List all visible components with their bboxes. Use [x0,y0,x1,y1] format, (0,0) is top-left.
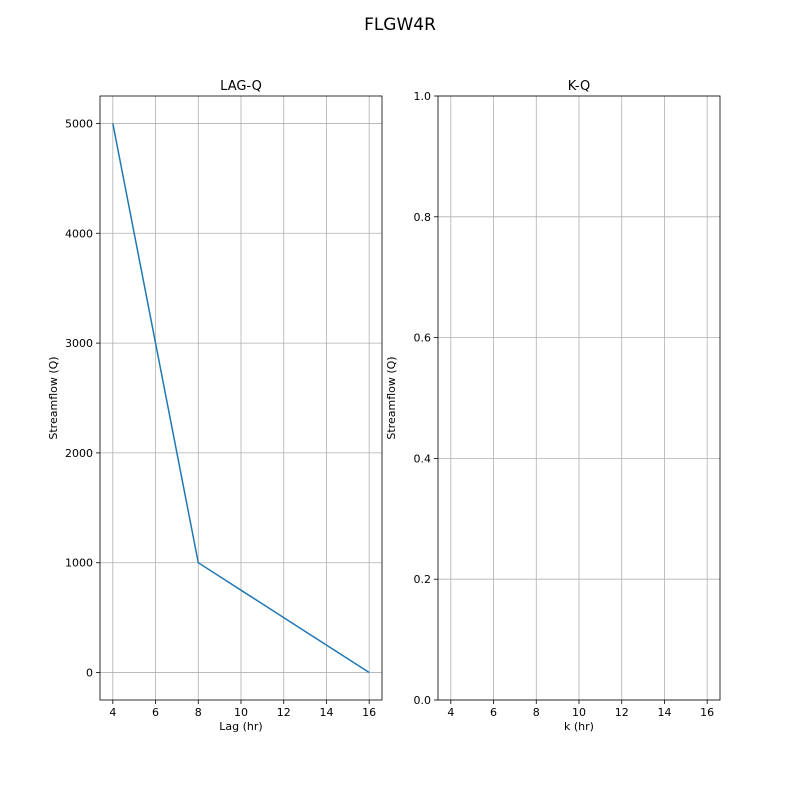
y-tick-label: 5000 [65,117,93,130]
x-tick-label: 12 [615,706,629,719]
k-q-chart: 4 6 8 10 12 14 16 0.0 0.2 0.4 0.6 0.8 1.0 K-Q k (hr) St… [385,79,721,733]
chart-title: LAG-Q [220,79,262,94]
x-tick-label: 8 [533,706,540,719]
x-tick-label: 4 [447,706,454,719]
series-line [112,123,370,674]
x-tick-label: 10 [572,706,586,719]
x-axis-label: k (hr) [564,720,594,733]
y-axis-label: Streamflow (Q) [385,356,398,439]
y-tick-label: 1.0 [414,90,432,103]
y-tick-label: 3000 [65,337,93,350]
figure-title: FLGW4R [364,15,436,35]
x-tick-label: 12 [277,706,291,719]
x-tick-label: 4 [109,706,116,719]
lag-q-chart: 4 6 8 10 12 14 16 0 1000 2000 3000 4000 5000 LAG-Q Lag… [47,79,383,733]
y-tick-label: 4000 [65,227,93,240]
x-tick-label: 14 [657,706,671,719]
y-tick-label: 2000 [65,447,93,460]
x-tick-label: 6 [490,706,497,719]
x-tick-label: 6 [152,706,159,719]
y-tick-label: 0 [86,667,93,680]
y-tick-label: 0.2 [414,573,432,586]
y-tick-label: 0.6 [414,332,432,345]
x-tick-label: 14 [319,706,333,719]
y-tick-label: 0.8 [414,211,432,224]
x-tick-label: 10 [234,706,248,719]
chart-title: K-Q [568,79,591,94]
x-tick-label: 16 [700,706,714,719]
x-axis-label: Lag (hr) [219,720,262,733]
y-tick-label: 0.4 [414,452,432,465]
y-tick-label: 1000 [65,557,93,570]
y-tick-label: 0.0 [414,694,432,707]
y-axis-label: Streamflow (Q) [47,356,60,439]
x-tick-label: 16 [362,706,376,719]
x-tick-label: 8 [195,706,202,719]
